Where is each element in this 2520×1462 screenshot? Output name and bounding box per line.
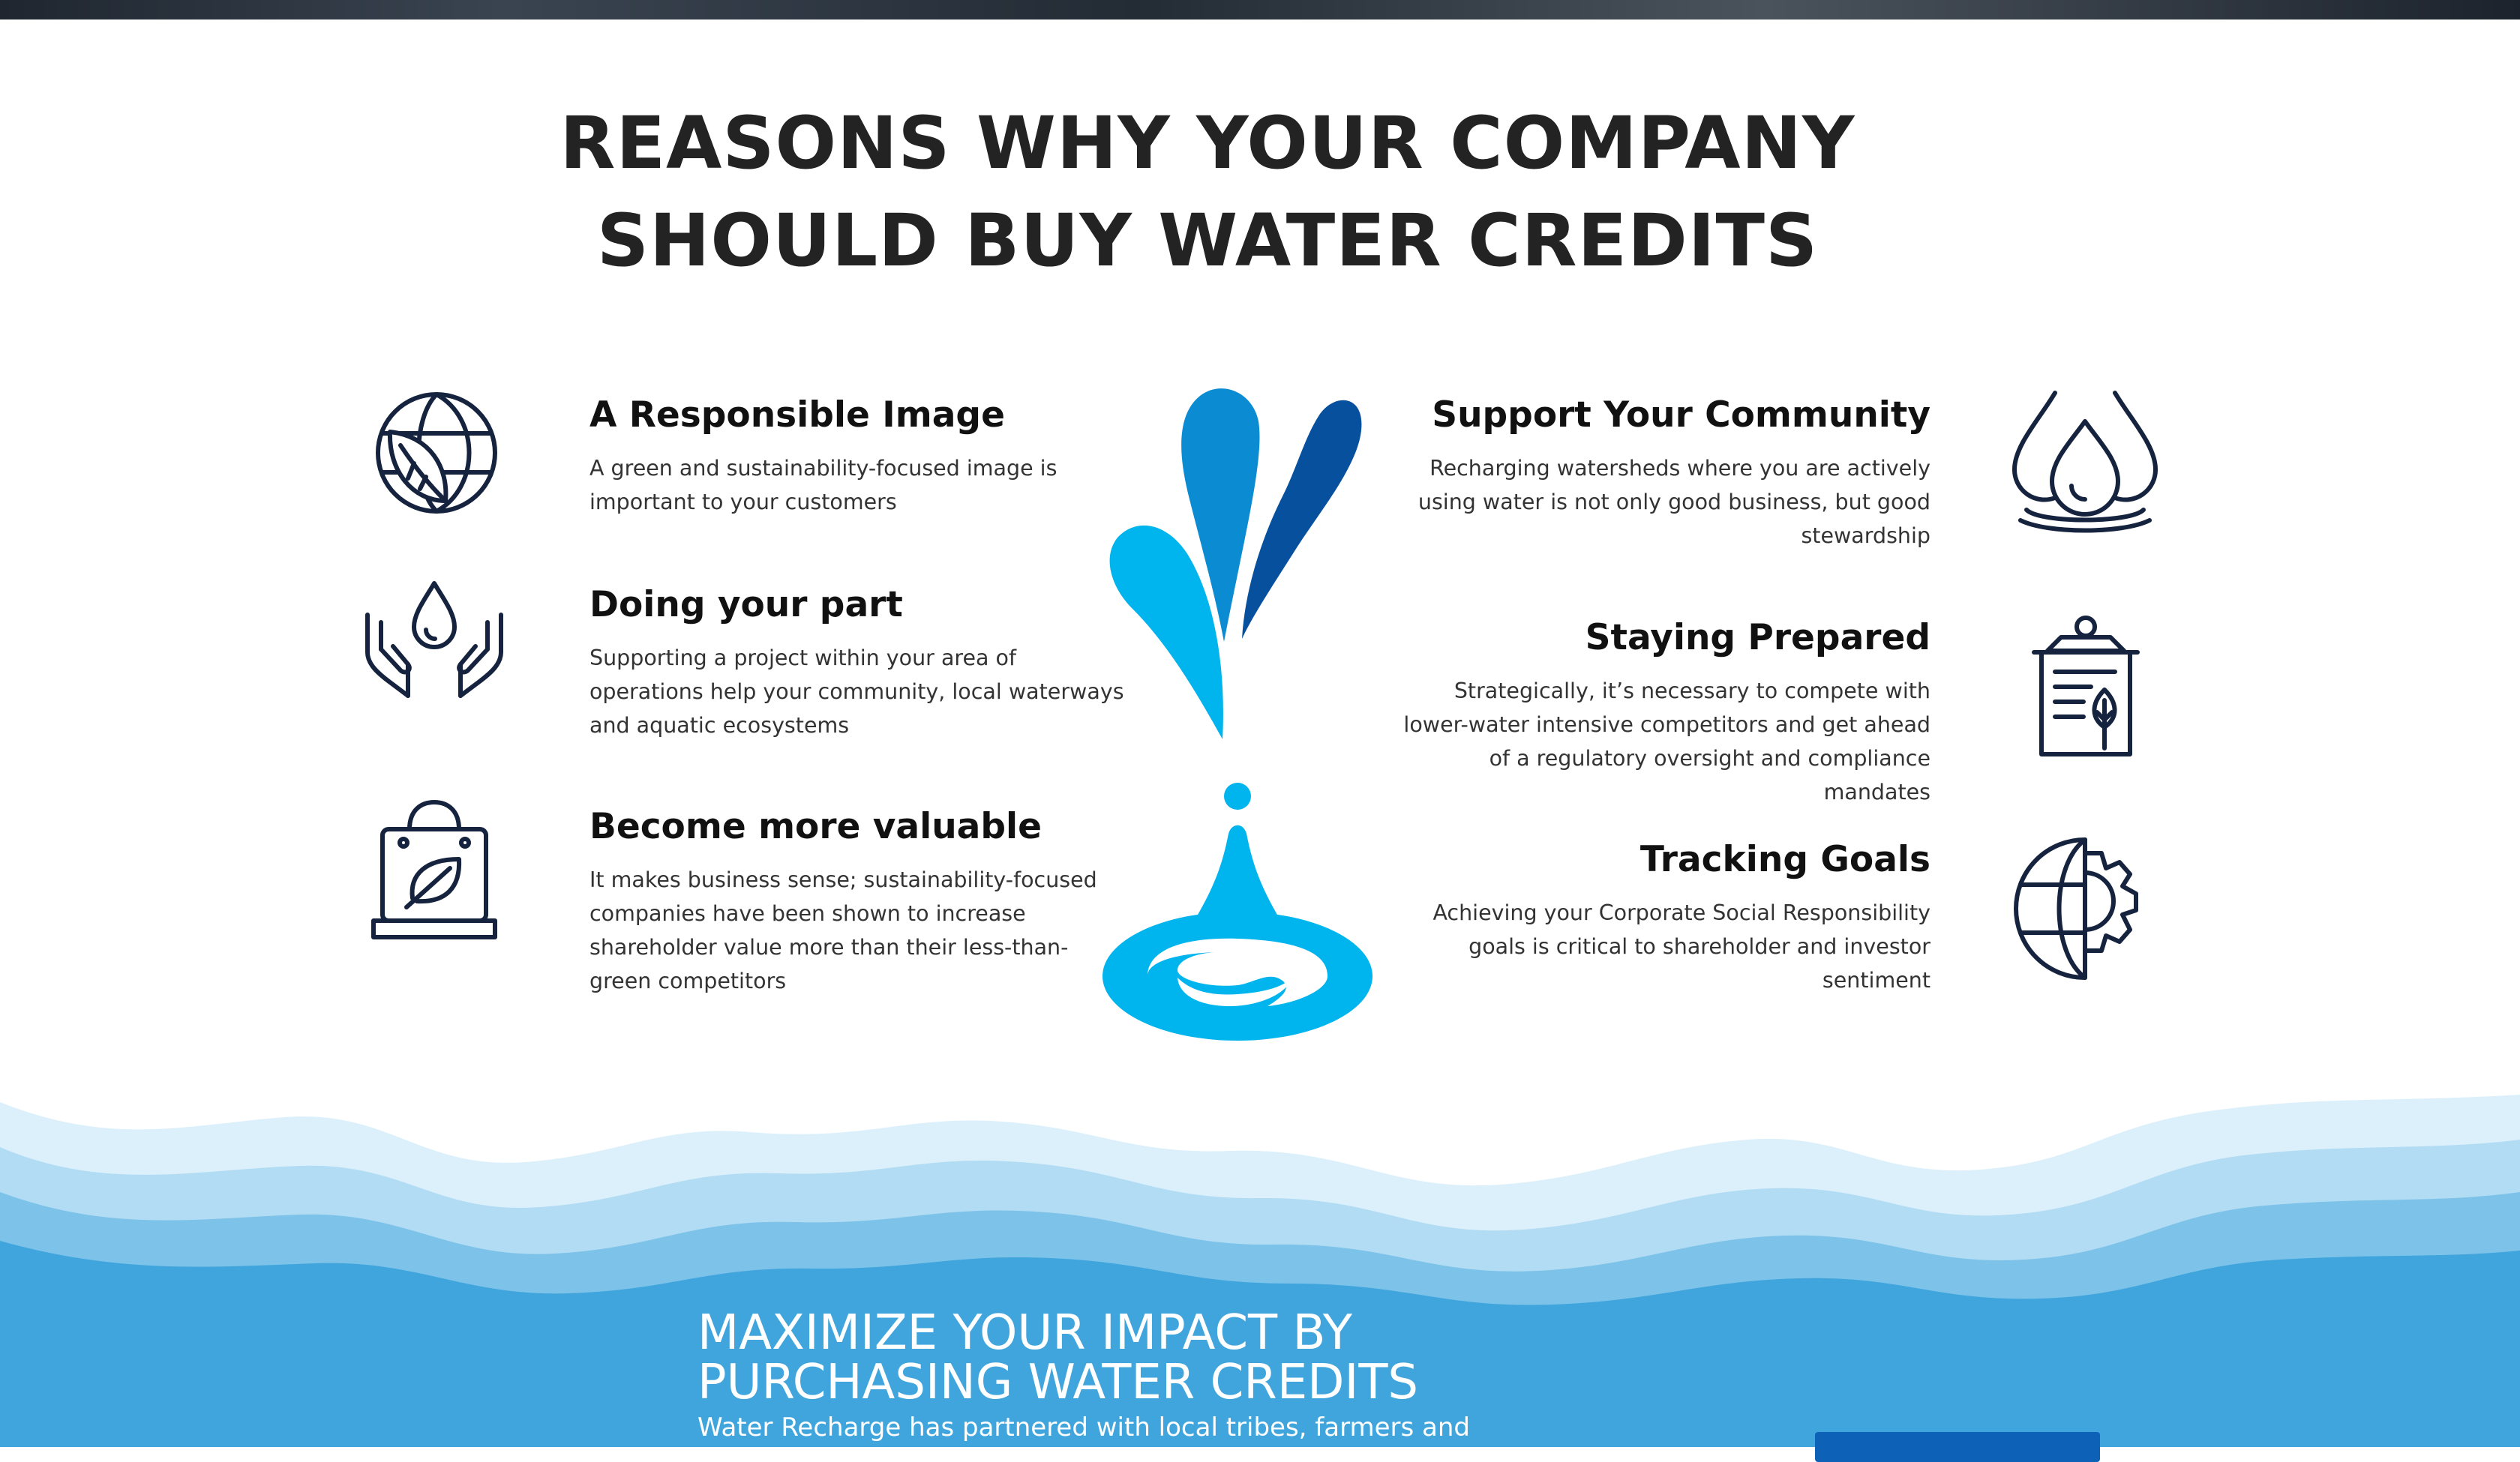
globe-leaf-icon	[368, 388, 502, 516]
clipboard-leaf-icon	[2031, 613, 2140, 760]
water-splash-illustration	[1095, 384, 1380, 1047]
globe-gear-icon	[2010, 835, 2160, 982]
feature-doing-your-part: Doing your part Supporting a project wit…	[590, 583, 1130, 742]
feature-heading: Doing your part	[590, 584, 903, 625]
feature-text: A green and sustainability-focused image…	[590, 456, 1058, 514]
feature-text: Recharging watersheds where you are acti…	[1418, 456, 1930, 548]
feature-heading: Support Your Community	[1432, 394, 1930, 436]
wave-divider	[0, 1080, 2520, 1451]
splash-drop-light	[1109, 525, 1223, 739]
splash-drop-mid	[1181, 388, 1260, 642]
feature-heading: Staying Prepared	[1585, 617, 1930, 658]
splash-small-drop	[1224, 783, 1251, 810]
feature-become-more-valuable: Become more valuable It makes business s…	[590, 804, 1130, 998]
impact-title-line-1: MAXIMIZE YOUR IMPACT BY	[698, 1305, 1352, 1361]
feature-text: It makes business sense; sustainability-…	[590, 867, 1097, 993]
splash-ripple-ring	[1148, 938, 1328, 1006]
page-title-line-1: REASONS WHY YOUR COMPANY	[560, 101, 1856, 185]
bag-leaf-icon	[370, 799, 498, 943]
feature-heading: Tracking Goals	[1640, 839, 1930, 880]
water-drops-icon	[2010, 388, 2160, 534]
hands-drop-icon	[356, 577, 513, 705]
cta-button[interactable]	[1815, 1432, 2100, 1462]
feature-text: Achieving your Corporate Social Responsi…	[1432, 900, 1930, 993]
splash-ripple-inner	[1178, 978, 1292, 1006]
feature-text: Supporting a project within your area of…	[590, 646, 1124, 738]
feature-text: Strategically, it’s necessary to compete…	[1403, 679, 1930, 804]
impact-title: MAXIMIZE YOUR IMPACT BY PURCHASING WATER…	[698, 1308, 1418, 1407]
feature-staying-prepared: Staying Prepared Strategically, it’s nec…	[1390, 616, 1930, 809]
impact-text: Water Recharge has partnered with local …	[698, 1413, 1470, 1443]
splash-drop-dark	[1242, 400, 1362, 639]
hero-image-strip	[0, 0, 2520, 19]
feature-heading: Become more valuable	[590, 806, 1042, 847]
feature-heading: A Responsible Image	[590, 394, 1005, 436]
impact-section-background	[0, 1425, 2520, 1447]
impact-title-line-2: PURCHASING WATER CREDITS	[698, 1355, 1419, 1410]
feature-tracking-goals: Tracking Goals Achieving your Corporate …	[1390, 837, 1930, 997]
feature-responsible-image: A Responsible Image A green and sustaina…	[590, 393, 1130, 519]
page-title-line-2: SHOULD BUY WATER CREDITS	[596, 199, 1819, 283]
feature-support-community: Support Your Community Recharging waters…	[1390, 393, 1930, 553]
page-title: REASONS WHY YOUR COMPANY SHOULD BUY WATE…	[0, 94, 2415, 289]
